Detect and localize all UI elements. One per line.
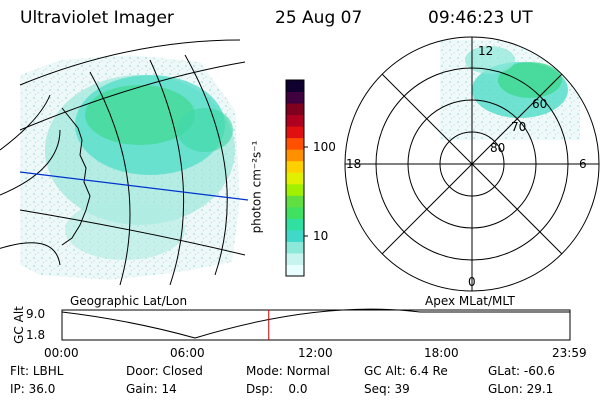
observation-date: 25 Aug 07 [275, 8, 363, 28]
xtick-2359: 23:59 [552, 346, 587, 360]
colorbar-tick-10: 10 [313, 229, 329, 243]
colorbar-segment [286, 206, 304, 219]
flt-info: Flt: LBHL [10, 364, 64, 378]
colorbar-segment [286, 229, 304, 242]
colorbar-segment [286, 252, 304, 265]
colorbar-segment [286, 241, 304, 254]
coastline [61, 107, 91, 246]
seq-info: Seq: 39 [364, 382, 410, 396]
xtick-0000: 00:00 [44, 346, 79, 360]
geographic-grid [0, 39, 246, 286]
xtick-1800: 18:00 [424, 346, 459, 360]
colorbar-segment [286, 160, 304, 173]
colorbar-segment [286, 114, 304, 127]
polar-caption: Apex MLat/MLT [425, 294, 515, 308]
colorbar-segment [286, 137, 304, 150]
gain-info: Gain: 14 [126, 382, 177, 396]
mlt-label-18: 18 [346, 157, 362, 171]
mlt-label-6: 6 [579, 157, 587, 171]
door-info: Door: Closed [126, 364, 203, 378]
app-title: Ultraviolet Imager [20, 8, 174, 28]
mode-info: Mode: Normal [246, 364, 330, 378]
colorbar-segment [286, 195, 304, 208]
colorbar-tick-100: 100 [313, 140, 336, 154]
colorbar-segment [286, 91, 304, 104]
mlat-label-80: 80 [490, 141, 506, 155]
colorbar-segment [286, 103, 304, 116]
colorbar-segment [286, 149, 304, 162]
colorbar-segment [286, 80, 304, 93]
mlat-label-70: 70 [511, 120, 527, 134]
mlt-label-12: 12 [478, 44, 494, 58]
altitude-curve [61, 308, 570, 339]
glat-info: GLat: -60.6 [488, 364, 555, 378]
colorbar-segment [286, 218, 304, 231]
observation-time: 09:46:23 UT [428, 8, 533, 28]
glon-info: GLon: 29.1 [488, 382, 554, 396]
colorbar-segment [286, 264, 304, 277]
geographic-caption: Geographic Lat/Lon [70, 294, 188, 308]
xtick-1200: 12:00 [298, 346, 333, 360]
colorbar-segment [286, 172, 304, 185]
ip-info: IP: 36.0 [10, 382, 56, 396]
dsp-info: Dsp: 0.0 [246, 382, 308, 396]
xtick-0600: 06:00 [170, 346, 205, 360]
colorbar-segment [286, 183, 304, 196]
altitude-ytick-high: 9.0 [26, 307, 46, 321]
geographic-meridian-line [19, 171, 249, 201]
mlt-label-0: 0 [468, 275, 476, 289]
gcalt-info: GC Alt: 6.4 Re [364, 364, 448, 378]
aurora-emission-left [20, 55, 240, 280]
colorbar-segment [286, 126, 304, 139]
altitude-ylabel: GC Alt [11, 306, 26, 344]
altitude-ytick-low: 1.8 [26, 328, 46, 342]
mlat-label-60: 60 [532, 97, 548, 111]
